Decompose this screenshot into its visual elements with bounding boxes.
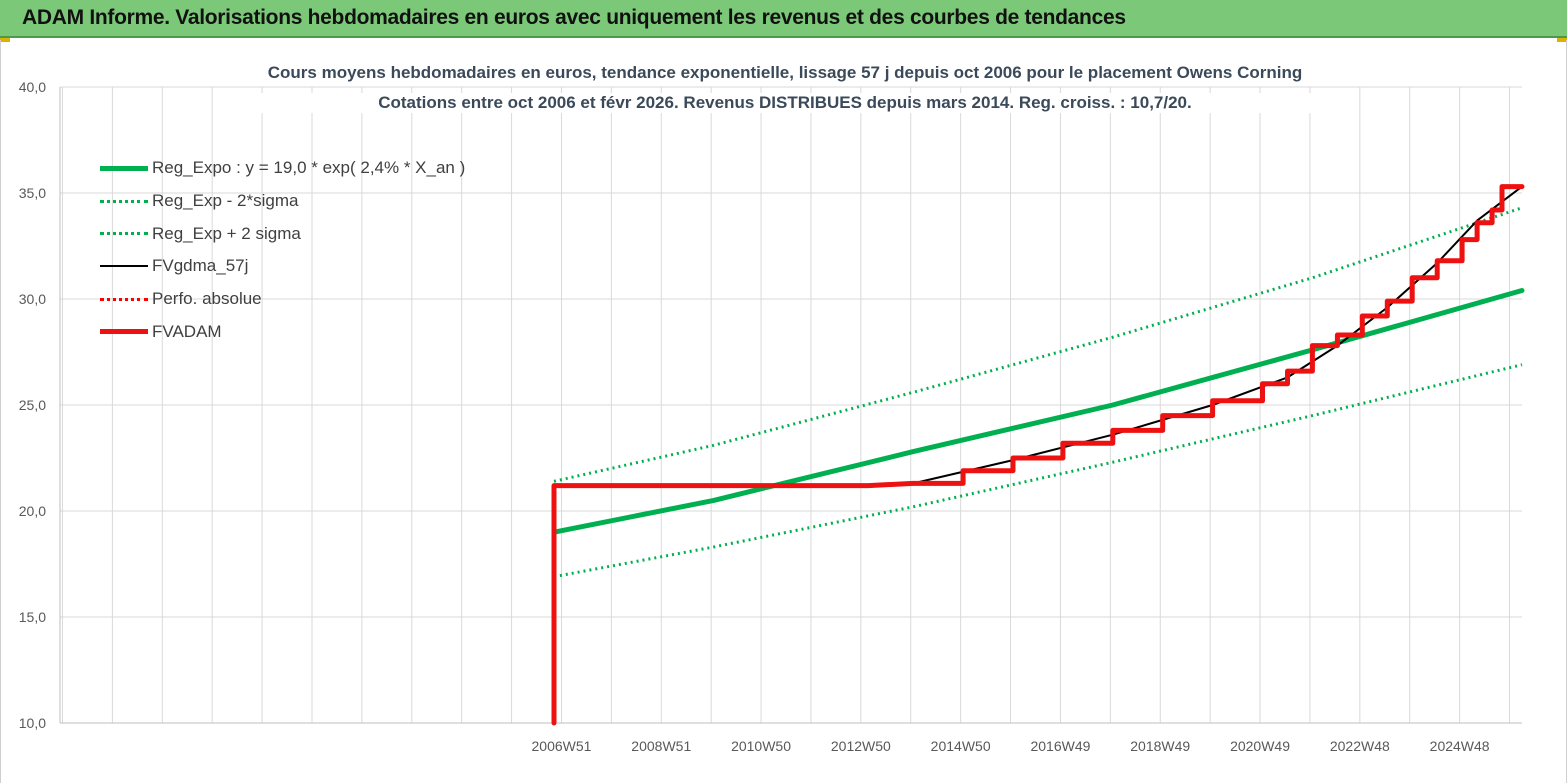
corner-marker xyxy=(0,38,10,42)
series-line-reg_exp xyxy=(553,206,1523,483)
legend-item: Reg_Exp + 2 sigma xyxy=(100,217,465,250)
legend-label: Reg_Exp + 2 sigma xyxy=(152,223,301,243)
legend-label: Reg_Expo : y = 19,0 * exp( 2,4% * X_an ) xyxy=(152,158,466,178)
y-tick-label: 40,0 xyxy=(19,79,46,95)
legend-label: FVgdma_57j xyxy=(152,256,249,276)
legend-swatch xyxy=(100,199,148,203)
legend-label: Perfo. absolue xyxy=(152,289,262,309)
legend-item: Reg_Exp - 2*sigma xyxy=(100,185,465,218)
legend-label: FVADAM xyxy=(152,321,222,341)
legend-item: FVgdma_57j xyxy=(100,250,465,283)
series-line-fvgdma_57j xyxy=(912,185,1523,485)
y-tick-label: 15,0 xyxy=(19,609,46,625)
report-title: ADAM Informe. Valorisations hebdomadaire… xyxy=(22,6,1126,29)
x-tick-label: 2024W48 xyxy=(1430,738,1490,754)
series-line-reg_expo xyxy=(551,288,1525,535)
legend-item: Reg_Expo : y = 19,0 * exp( 2,4% * X_an ) xyxy=(100,152,465,185)
y-tick-label: 35,0 xyxy=(19,185,46,201)
series-line-reg_exp xyxy=(553,363,1523,579)
x-tick-label: 2010W50 xyxy=(731,738,791,754)
x-tick-label: 2006W51 xyxy=(532,738,592,754)
y-tick-label: 30,0 xyxy=(19,291,46,307)
x-tick-label: 2016W49 xyxy=(1030,738,1090,754)
x-tick-label: 2018W49 xyxy=(1130,738,1190,754)
x-tick-label: 2014W50 xyxy=(931,738,991,754)
legend-swatch xyxy=(100,165,148,171)
series-line-fvadam xyxy=(551,184,1525,726)
x-tick-label: 2008W51 xyxy=(631,738,691,754)
legend-swatch xyxy=(100,232,148,236)
x-tick-label: 2020W49 xyxy=(1230,738,1290,754)
x-tick-label: 2022W48 xyxy=(1330,738,1390,754)
legend-swatch xyxy=(100,297,148,301)
y-tick-label: 20,0 xyxy=(19,503,46,519)
y-tick-label: 10,0 xyxy=(19,715,46,731)
chart-title: Cours moyens hebdomadaires en euros, ten… xyxy=(240,63,1330,83)
legend-label: Reg_Exp - 2*sigma xyxy=(152,191,299,211)
report-banner: ADAM Informe. Valorisations hebdomadaire… xyxy=(0,0,1567,38)
legend-item: Perfo. absolue xyxy=(100,283,465,316)
chart-legend: Reg_Expo : y = 19,0 * exp( 2,4% * X_an )… xyxy=(100,152,465,348)
corner-marker xyxy=(1557,38,1567,42)
chart-subtitle: Cotations entre oct 2006 et févr 2026. R… xyxy=(240,93,1330,113)
legend-item: FVADAM xyxy=(100,315,465,348)
legend-swatch xyxy=(100,265,148,268)
x-tick-label: 2012W50 xyxy=(831,738,891,754)
y-tick-label: 25,0 xyxy=(19,397,46,413)
legend-swatch xyxy=(100,329,148,335)
